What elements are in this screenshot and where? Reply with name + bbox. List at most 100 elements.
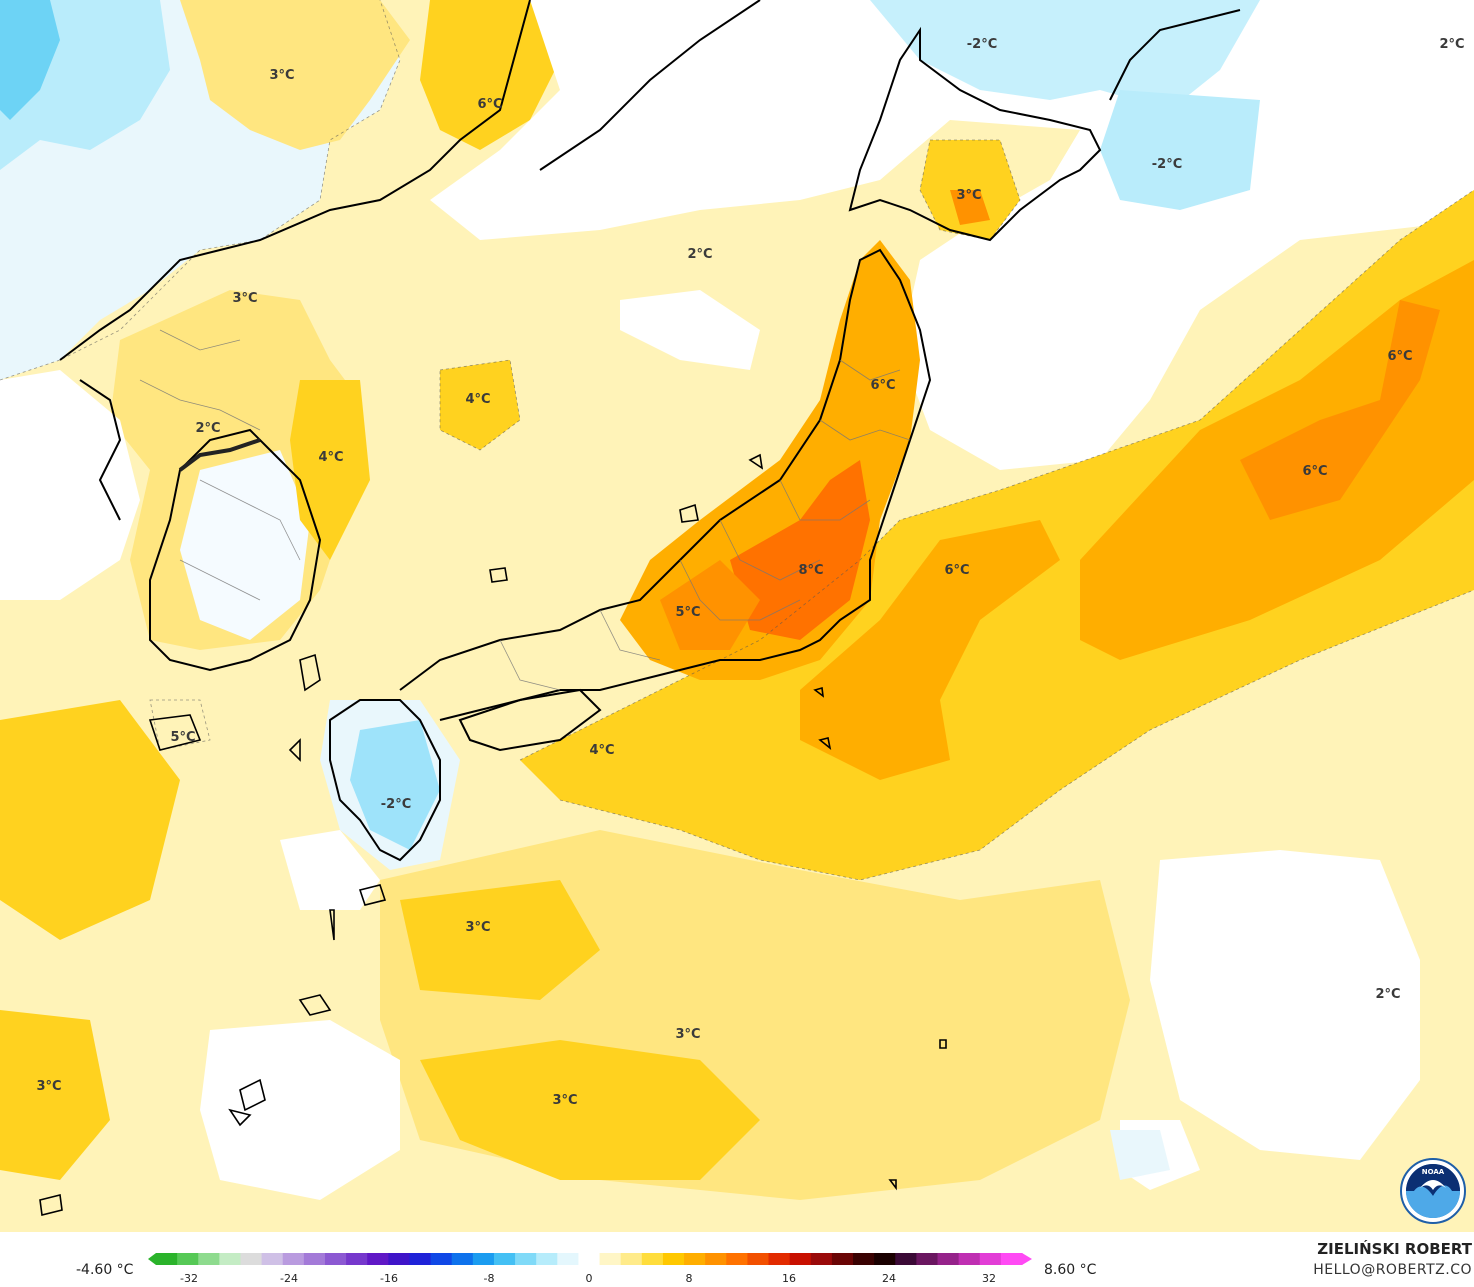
legend-tick-label: 32: [982, 1272, 996, 1285]
map-label: 8°C: [798, 563, 823, 578]
cool-patch-okinawa: [200, 1020, 400, 1200]
warm-patch-south-mid: [400, 880, 600, 1000]
colorbar-cell: [536, 1253, 558, 1265]
warm-patch-south-west: [0, 700, 180, 940]
map-label: 5°C: [170, 730, 195, 745]
cold-core-kyushu: [350, 720, 440, 850]
cool-patch-south-korea: [180, 450, 310, 640]
colorbar-cell: [874, 1253, 896, 1265]
colorbar-cell: [979, 1253, 1002, 1265]
warm-patch-south-center: [420, 1040, 760, 1180]
legend-tick-label: 16: [782, 1272, 796, 1285]
map-label: 3°C: [956, 188, 981, 203]
legend-tick-label: -16: [380, 1272, 398, 1285]
colorbar-cell: [156, 1253, 178, 1265]
colorbar-cell: [747, 1253, 770, 1265]
colorbar-cell: [895, 1253, 917, 1265]
colorbar-cell: [282, 1253, 305, 1265]
warm-patch-manchuria: [180, 0, 410, 150]
colorbar-cell: [726, 1253, 748, 1265]
cold-deep-northwest: [0, 0, 60, 120]
colorbar-cell: [620, 1253, 643, 1265]
warm-patch-sea-of-japan: [440, 360, 520, 450]
colorbar-cell: [916, 1253, 939, 1265]
colorbar-cell: [641, 1253, 664, 1265]
noaa-logo-text: NOAA: [1422, 1168, 1445, 1176]
cool-patch-yellow-sea: [0, 370, 140, 600]
colorbar-cell: [789, 1253, 812, 1265]
cool-patch-far-southeast: [1110, 1130, 1170, 1180]
islands: [39, 453, 947, 1216]
author-email: HELLO@ROBERTZ.CO: [1313, 1262, 1472, 1278]
map-label: 3°C: [36, 1079, 61, 1094]
map-label: 2°C: [687, 247, 712, 262]
cool-patch-east-china-sea: [280, 830, 380, 910]
cold-core-north: [870, 0, 1260, 110]
warm-patch-northeast-china: [420, 0, 560, 150]
colorbar-cell: [346, 1253, 368, 1265]
coastlines: [59, 0, 1241, 862]
legend-min-value: -4.60 °C: [76, 1262, 134, 1278]
map-label: 2°C: [195, 421, 220, 436]
prefecture-borders: [139, 329, 911, 691]
temperature-anomaly-map: 3°C 6°C -2°C 2°C 3°C -2°C 2°C 3°C 6°C 4°…: [0, 0, 1474, 1232]
colorbar-arrow-right: [1022, 1253, 1032, 1265]
warm-hotspot-chubu: [660, 560, 760, 650]
map-label: 4°C: [318, 450, 343, 465]
colorbar-cell: [409, 1253, 432, 1265]
warm-hotspot-kanto: [730, 460, 870, 640]
warm-core-pacific-south: [800, 520, 1060, 780]
colorbar-cell: [853, 1253, 875, 1265]
map-label: 3°C: [232, 291, 257, 306]
dmz-border: [178, 438, 261, 472]
colorbar-cell: [324, 1253, 347, 1265]
cool-patch-southeast: [1150, 850, 1420, 1160]
colorbar-cell: [515, 1253, 537, 1265]
legend-tick-label: -24: [280, 1272, 298, 1285]
map-label: 6°C: [944, 563, 969, 578]
temperature-labels: 3°C 6°C -2°C 2°C 3°C -2°C 2°C 3°C 6°C 4°…: [36, 37, 1464, 1108]
warm-patch-far-south-west: [0, 1010, 110, 1180]
colorbar-cell: [937, 1253, 960, 1265]
colorbar-cell: [303, 1253, 326, 1265]
colorbar-cell: [684, 1253, 706, 1265]
colorbar-cell: [451, 1253, 474, 1265]
legend-tick-label: 0: [585, 1272, 593, 1285]
map-label: 6°C: [477, 97, 502, 112]
legend-tick-label: 8: [685, 1272, 693, 1285]
legend-colorbar: [148, 1253, 1032, 1265]
map-label: 6°C: [870, 378, 895, 393]
colorbar-cell: [219, 1253, 241, 1265]
contour-lines: [0, 0, 1474, 881]
colorbar-cell: [388, 1253, 410, 1265]
colorbar-arrow-left: [148, 1253, 156, 1265]
map-label: 6°C: [1302, 464, 1327, 479]
map-label: -2°C: [1152, 157, 1182, 172]
cold-core-kuril: [1100, 90, 1260, 210]
colorbar-cell: [177, 1253, 199, 1265]
map-label: 2°C: [1375, 987, 1400, 1002]
map-label: 5°C: [675, 605, 700, 620]
colorbar-cell: [958, 1253, 981, 1265]
colorbar-cell: [240, 1253, 263, 1265]
legend-tick-label: 24: [882, 1272, 896, 1285]
map-label: 2°C: [1439, 37, 1464, 52]
colorbar-cell: [1000, 1253, 1023, 1265]
legend-tick-label: -32: [180, 1272, 198, 1285]
colorbar-cell: [430, 1253, 453, 1265]
warm-patch-east-sea: [290, 380, 370, 560]
colorbar-cell: [261, 1253, 284, 1265]
colorbar-cell: [810, 1253, 833, 1265]
map-label: 4°C: [465, 392, 490, 407]
noaa-logo: NOAA: [1400, 1158, 1466, 1224]
legend-tick-label: -8: [483, 1272, 495, 1285]
cool-patch-japan-sea: [620, 290, 760, 370]
map-label: 6°C: [1387, 349, 1412, 364]
map-label: 3°C: [465, 920, 490, 935]
colorbar-cell: [472, 1253, 495, 1265]
colorbar-cell: [662, 1253, 685, 1265]
colorbar-cell: [705, 1253, 727, 1265]
map-label: 3°C: [269, 68, 294, 83]
legend-max-value: 8.60 °C: [1044, 1262, 1097, 1278]
map-label: 4°C: [589, 743, 614, 758]
